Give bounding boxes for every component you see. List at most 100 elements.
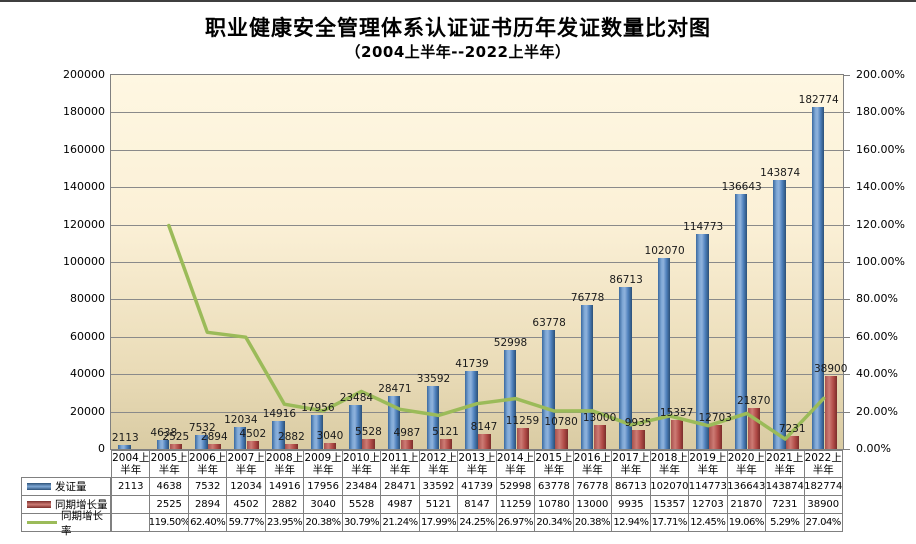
category-line2: 半年 bbox=[120, 464, 142, 476]
category-line2: 半年 bbox=[697, 464, 719, 476]
value-cell: 19.06% bbox=[727, 514, 767, 532]
value-cell: 59.77% bbox=[227, 514, 266, 532]
bar-growth-amount bbox=[824, 376, 838, 449]
category-line2: 半年 bbox=[274, 464, 296, 476]
value-cell: 11259 bbox=[496, 496, 536, 514]
right-axis-tick-label: 20.00% bbox=[856, 404, 898, 418]
value-cell: 27.04% bbox=[804, 514, 843, 532]
legend-label: 同期增长量 bbox=[55, 499, 108, 511]
category-header-cell: 2012上 半年 bbox=[419, 451, 459, 478]
value-cell: 5528 bbox=[342, 496, 382, 514]
bar-certificates-issued bbox=[580, 305, 594, 449]
bar-growth-amount bbox=[478, 433, 491, 449]
bar-value-label: 4987 bbox=[393, 426, 421, 439]
data-table: 2004上 半年 2005上 半年 2006上 半年 2007上 半年 2008上 半年 2009上… bbox=[111, 450, 843, 532]
category-line1: 2018上 bbox=[650, 452, 688, 464]
value-cell: 33592 bbox=[419, 478, 459, 496]
bar-value-label: 2525 bbox=[162, 431, 190, 444]
bar-certificates-issued bbox=[542, 329, 555, 449]
bar-value-label: 23484 bbox=[339, 392, 374, 405]
bar-growth-amount bbox=[439, 439, 452, 449]
right-axis-tick-mark bbox=[843, 75, 850, 76]
category-line2: 半年 bbox=[581, 464, 603, 476]
value-cell: 5.29% bbox=[766, 514, 805, 532]
right-axis-tick-label: 200.00% bbox=[856, 68, 905, 81]
right-axis-tick-mark bbox=[843, 411, 850, 413]
bar-value-label: 5121 bbox=[432, 426, 459, 439]
bar-value-label: 33592 bbox=[416, 373, 451, 386]
right-axis-tick-mark bbox=[843, 224, 850, 226]
value-cell bbox=[112, 514, 151, 532]
value-cell: 4987 bbox=[381, 496, 420, 514]
left-axis-tick-label: 0 bbox=[98, 442, 105, 455]
chart-subtitle: （2004上半年--2022上半年） bbox=[345, 43, 571, 61]
value-cell bbox=[112, 496, 151, 514]
bar-swatch-icon bbox=[27, 501, 51, 508]
value-cell: 30.79% bbox=[342, 514, 382, 532]
category-header-cell: 2006上 半年 bbox=[188, 451, 228, 478]
bar-certificates-issued bbox=[233, 426, 247, 449]
gridline bbox=[111, 299, 843, 301]
bar-growth-amount bbox=[709, 425, 722, 449]
value-cell: 12703 bbox=[689, 496, 728, 514]
left-axis-tick-label: 200000 bbox=[63, 68, 105, 81]
value-cell: 21.24% bbox=[381, 514, 420, 532]
value-cell: 21870 bbox=[727, 496, 767, 514]
value-cell: 24.25% bbox=[458, 514, 497, 532]
value-cell: 5121 bbox=[419, 496, 459, 514]
category-line2: 半年 bbox=[504, 464, 526, 476]
value-cell: 102070 bbox=[650, 478, 690, 496]
right-axis-tick-mark bbox=[843, 187, 850, 189]
category-line1: 2021上 bbox=[766, 452, 804, 464]
bar-value-label: 13000 bbox=[582, 411, 617, 424]
value-cell: 12.45% bbox=[689, 514, 728, 532]
category-header-cell: 2008上 半年 bbox=[265, 451, 305, 478]
right-axis-tick-label: 160.00% bbox=[856, 142, 905, 156]
bar-certificates-issued bbox=[811, 107, 825, 449]
value-cell: 13000 bbox=[573, 496, 613, 514]
value-cell: 4502 bbox=[227, 496, 266, 514]
category-line1: 2020上 bbox=[727, 452, 765, 464]
category-line1: 2005上 bbox=[150, 452, 188, 464]
bar-value-label: 86713 bbox=[609, 273, 643, 286]
category-header-cell: 2017上 半年 bbox=[612, 451, 651, 478]
bar-value-label: 14916 bbox=[262, 408, 297, 421]
category-header-cell: 2016上 半年 bbox=[573, 451, 613, 478]
category-line1: 2008上 bbox=[266, 452, 304, 464]
bar-certificates-issued bbox=[773, 180, 786, 449]
bar-certificates-issued bbox=[657, 258, 671, 449]
right-axis-tick-label: 80.00% bbox=[856, 292, 898, 306]
bar-certificates-issued bbox=[195, 434, 208, 449]
bar-value-label: 114773 bbox=[683, 221, 724, 234]
left-axis-tick-label: 160000 bbox=[63, 142, 105, 156]
bar-growth-amount bbox=[516, 427, 529, 449]
bar-growth-amount bbox=[632, 430, 645, 449]
bar-value-label: 52998 bbox=[493, 336, 528, 349]
bar-value-label: 2894 bbox=[200, 430, 228, 443]
right-axis-tick-label: 0.00% bbox=[856, 442, 891, 455]
category-line2: 半年 bbox=[466, 464, 488, 476]
value-cell: 114773 bbox=[689, 478, 728, 496]
right-axis-tick-label: 120.00% bbox=[856, 217, 905, 231]
category-line2: 半年 bbox=[812, 464, 834, 476]
right-axis-tick-mark bbox=[843, 449, 850, 450]
bar-value-label: 8147 bbox=[470, 420, 498, 433]
category-line2: 半年 bbox=[197, 464, 219, 476]
value-cell: 17956 bbox=[304, 478, 343, 496]
value-cell: 20.38% bbox=[573, 514, 613, 532]
bar-value-label: 5528 bbox=[355, 425, 382, 438]
category-line1: 2017上 bbox=[612, 452, 650, 464]
value-cell: 2882 bbox=[265, 496, 305, 514]
value-cell: 7532 bbox=[188, 478, 228, 496]
right-axis-tick-mark bbox=[843, 336, 850, 338]
value-cell: 23.95% bbox=[265, 514, 305, 532]
bar-value-label: 12034 bbox=[224, 413, 258, 426]
bar-growth-amount bbox=[362, 438, 375, 449]
value-cell: 38900 bbox=[804, 496, 843, 514]
legend-item-growth-rate: 同期增长率 bbox=[22, 510, 110, 537]
category-header-cell: 2020上 半年 bbox=[727, 451, 767, 478]
growth-rate-polyline bbox=[167, 223, 826, 441]
bar-certificates-issued bbox=[619, 286, 632, 449]
value-cell: 9935 bbox=[612, 496, 651, 514]
category-header-cell: 2004上 半年 bbox=[112, 451, 151, 478]
